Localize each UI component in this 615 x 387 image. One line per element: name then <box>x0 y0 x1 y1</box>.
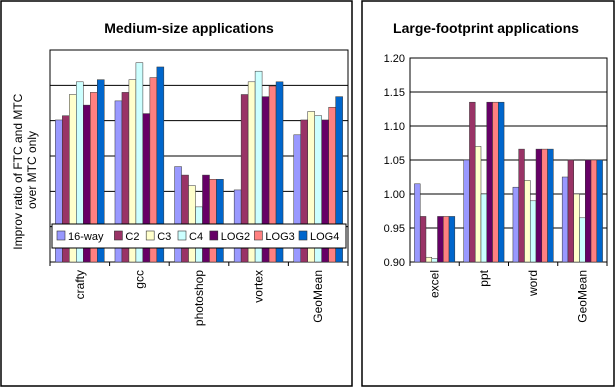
legend-swatch <box>114 230 123 241</box>
legend-entry: LOG2 <box>221 231 250 243</box>
bar-geomean-16-way <box>561 176 569 263</box>
x-category-label: ppt <box>477 269 491 286</box>
large-chart-title: Large-footprint applications <box>393 20 579 36</box>
legend-swatch <box>145 230 155 241</box>
bar-ppt-log3 <box>492 101 499 263</box>
bar-geomean-log4 <box>335 96 343 263</box>
bar-word-16-way <box>512 186 519 263</box>
x-category-label: photoshop <box>192 270 206 326</box>
bar-excel-16-way <box>414 183 421 263</box>
bar-ppt-c3 <box>474 146 482 263</box>
x-category-label: GeoMean <box>575 270 589 323</box>
x-category-label: vortex <box>252 270 266 303</box>
x-category-label: excel <box>428 270 442 298</box>
legend-swatch <box>209 230 219 241</box>
medium-y-axis-label: Improv ratio of FTC and MTC over MTC onl… <box>11 90 39 249</box>
x-category-label: gcc <box>132 270 146 289</box>
bar-excel-log3 <box>443 216 450 263</box>
bar-excel-c4 <box>431 258 438 263</box>
bar-photoshop-log2 <box>202 174 210 263</box>
legend-entry: C2 <box>125 231 139 243</box>
bar-geomean-c3 <box>573 193 580 263</box>
bar-excel-c3 <box>425 256 432 263</box>
bar-vortex-log4 <box>275 81 284 263</box>
legend-swatch <box>254 230 263 241</box>
large-plot-area: 1.20 1.15 1.10 1.05 1.00 0.95 0.90 excel ppt word… <box>384 53 608 323</box>
bar-word-log2 <box>535 148 543 263</box>
legend-swatch <box>298 230 308 241</box>
bar-ppt-log4 <box>498 101 505 263</box>
y-axis-label-line-1: Improv ratio of FTC and MTC <box>11 93 25 249</box>
x-category-label: word <box>526 270 540 297</box>
x-category-label: crafty <box>73 270 87 299</box>
legend-entry: C4 <box>189 231 203 243</box>
y-tick-label: 1.00 <box>384 189 405 201</box>
bar-ppt-c2 <box>469 101 476 263</box>
bar-ppt-16-way <box>463 159 470 263</box>
bar-geomean-log3 <box>590 159 598 263</box>
legend-box <box>51 223 347 249</box>
legend-swatch <box>56 230 66 241</box>
y-axis-label-line-2: over MTC only <box>25 131 39 209</box>
bar-photoshop-c2 <box>181 174 189 263</box>
bar-ppt-c4 <box>480 193 488 263</box>
bar-photoshop-log4 <box>216 179 224 263</box>
bar-geomean-log2 <box>585 159 592 263</box>
legend-swatch <box>177 230 187 241</box>
bar-geomean-log4 <box>596 159 603 263</box>
bar-gcc-log4 <box>156 66 165 263</box>
bar-excel-log4 <box>448 216 456 263</box>
bar-crafty-log4 <box>97 79 105 263</box>
y-tick-label: 0.95 <box>384 223 405 235</box>
bar-excel-c2 <box>419 216 427 263</box>
legend-entry: C3 <box>157 231 171 243</box>
y-tick-label: 1.05 <box>384 155 405 167</box>
legend-entry: 16-way <box>68 231 104 243</box>
medium-chart-title: Medium-size applications <box>104 20 274 36</box>
bar-word-c2 <box>518 148 525 263</box>
legend-entry: LOG4 <box>310 231 339 243</box>
y-tick-label: 1.20 <box>384 53 405 65</box>
bar-geomean-c2 <box>567 159 574 263</box>
y-tick-label: 1.10 <box>384 121 405 133</box>
bar-geomean-c4 <box>579 217 586 263</box>
bar-word-log4 <box>547 148 554 263</box>
y-tick-label: 1.15 <box>384 87 405 99</box>
bar-word-log3 <box>541 148 548 263</box>
bar-word-c3 <box>524 180 531 263</box>
bar-photoshop-log3 <box>209 179 217 263</box>
medium-legend: 16-way C2 C3 C4 LOG2 LOG3 LOG4 <box>51 223 347 249</box>
bar-word-c4 <box>529 200 537 263</box>
bar-excel-log2 <box>437 216 444 263</box>
y-tick-label: 0.90 <box>384 257 405 269</box>
legend-entry: LOG3 <box>265 231 294 243</box>
bar-ppt-log2 <box>486 101 493 263</box>
x-category-label: GeoMean <box>311 270 325 323</box>
